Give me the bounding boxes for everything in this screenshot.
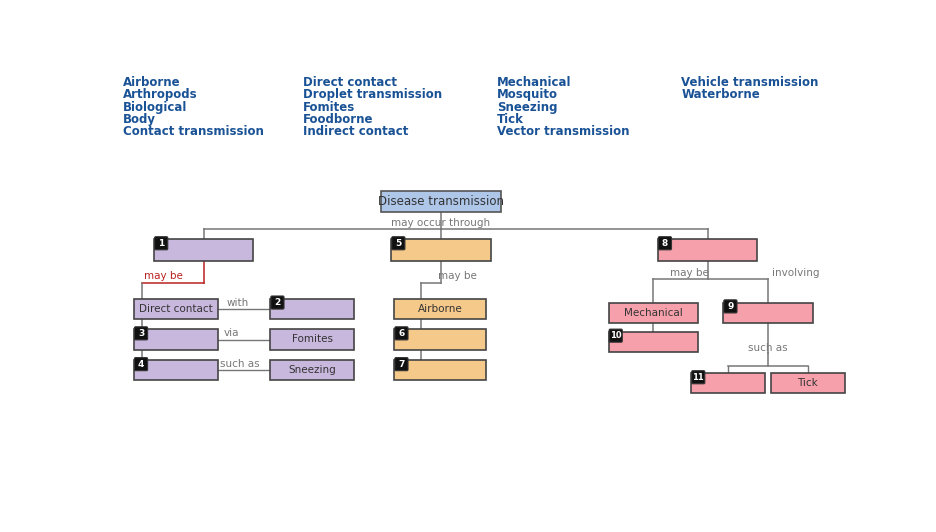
Text: Fomites: Fomites	[303, 101, 356, 114]
FancyBboxPatch shape	[771, 373, 844, 393]
Text: Sneezing: Sneezing	[497, 101, 557, 114]
Text: Waterborne: Waterborne	[681, 88, 760, 102]
FancyBboxPatch shape	[394, 360, 486, 380]
Text: Mechanical: Mechanical	[497, 76, 571, 89]
FancyBboxPatch shape	[609, 329, 622, 342]
Text: 3: 3	[138, 329, 144, 338]
FancyBboxPatch shape	[608, 332, 698, 352]
Text: 4: 4	[138, 360, 144, 369]
Text: Fomites: Fomites	[292, 335, 333, 345]
Text: 2: 2	[274, 298, 281, 307]
FancyBboxPatch shape	[135, 327, 148, 340]
FancyBboxPatch shape	[391, 239, 490, 261]
Text: Airborne: Airborne	[417, 304, 462, 314]
Text: Foodborne: Foodborne	[303, 113, 373, 126]
FancyBboxPatch shape	[658, 239, 757, 261]
FancyBboxPatch shape	[395, 358, 408, 371]
Text: Sneezing: Sneezing	[288, 365, 336, 375]
FancyBboxPatch shape	[271, 296, 284, 309]
FancyBboxPatch shape	[608, 303, 698, 322]
Text: Mechanical: Mechanical	[624, 307, 682, 318]
Text: Vehicle transmission: Vehicle transmission	[681, 76, 819, 89]
FancyBboxPatch shape	[134, 360, 218, 380]
FancyBboxPatch shape	[154, 239, 254, 261]
FancyBboxPatch shape	[271, 329, 354, 350]
Text: such as: such as	[748, 343, 788, 353]
FancyBboxPatch shape	[154, 237, 168, 250]
Text: Biological: Biological	[124, 101, 187, 114]
Text: Tick: Tick	[797, 378, 818, 388]
FancyBboxPatch shape	[692, 373, 765, 393]
Text: Mosquito: Mosquito	[497, 88, 558, 102]
Text: may be: may be	[438, 271, 476, 281]
Text: 9: 9	[727, 302, 734, 311]
Text: 10: 10	[610, 331, 622, 340]
FancyBboxPatch shape	[392, 237, 405, 250]
Text: 11: 11	[693, 373, 704, 382]
Text: 5: 5	[395, 239, 402, 248]
Text: Direct contact: Direct contact	[139, 304, 212, 314]
Text: Indirect contact: Indirect contact	[303, 126, 408, 138]
FancyBboxPatch shape	[271, 360, 354, 380]
FancyBboxPatch shape	[134, 329, 218, 350]
Text: Direct contact: Direct contact	[303, 76, 397, 89]
Text: Airborne: Airborne	[124, 76, 181, 89]
FancyBboxPatch shape	[134, 298, 218, 319]
FancyBboxPatch shape	[381, 191, 501, 212]
Text: Body: Body	[124, 113, 156, 126]
Text: 6: 6	[399, 329, 404, 338]
FancyBboxPatch shape	[394, 329, 486, 350]
Text: may occur through: may occur through	[391, 218, 490, 228]
Text: with: with	[227, 297, 249, 307]
Text: 7: 7	[398, 360, 404, 369]
FancyBboxPatch shape	[658, 237, 671, 250]
Text: Arthropods: Arthropods	[124, 88, 197, 102]
Text: via: via	[224, 328, 240, 338]
FancyBboxPatch shape	[724, 300, 737, 313]
FancyBboxPatch shape	[692, 371, 705, 384]
FancyBboxPatch shape	[135, 358, 148, 371]
Text: Contact transmission: Contact transmission	[124, 126, 264, 138]
FancyBboxPatch shape	[395, 327, 408, 340]
Text: involving: involving	[772, 268, 819, 278]
FancyBboxPatch shape	[724, 303, 812, 322]
Text: may be: may be	[144, 271, 183, 281]
FancyBboxPatch shape	[271, 298, 354, 319]
Text: 8: 8	[662, 239, 668, 248]
Text: Tick: Tick	[497, 113, 523, 126]
Text: Vector transmission: Vector transmission	[497, 126, 629, 138]
Text: may be: may be	[670, 268, 709, 278]
Text: Disease transmission: Disease transmission	[378, 195, 504, 208]
FancyBboxPatch shape	[394, 298, 486, 319]
Text: Droplet transmission: Droplet transmission	[303, 88, 442, 102]
Text: such as: such as	[220, 359, 259, 369]
Text: 1: 1	[158, 239, 165, 248]
